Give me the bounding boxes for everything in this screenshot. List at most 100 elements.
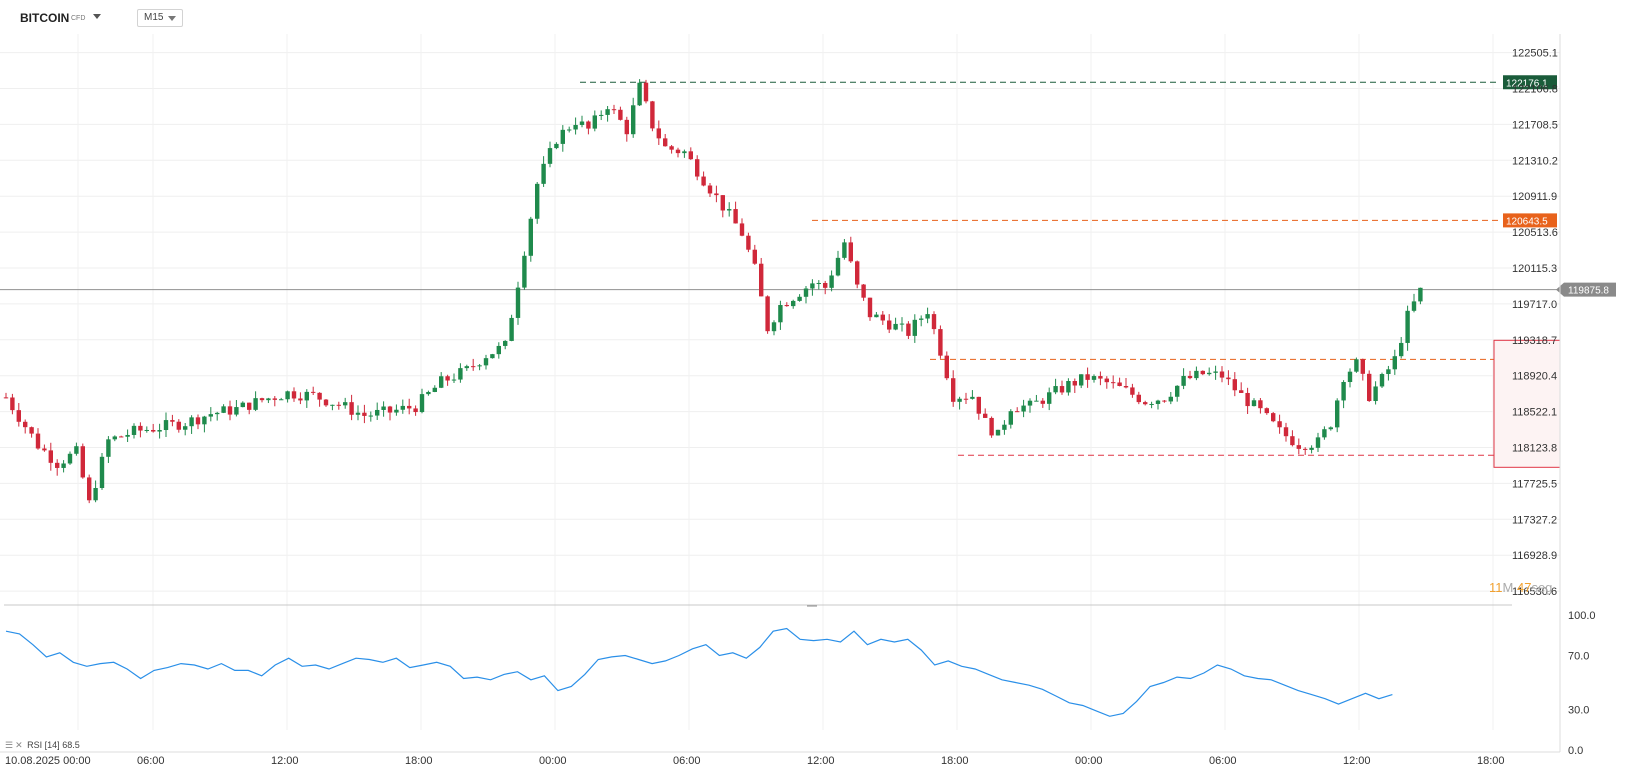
candle-body (701, 176, 706, 186)
candle-body (1232, 379, 1237, 391)
candle-body (445, 376, 450, 381)
candle-body (727, 209, 732, 211)
candle-body (61, 463, 66, 468)
candle-body (528, 218, 533, 256)
candle-body (1226, 377, 1231, 380)
candle-body (503, 340, 508, 346)
time-tick-label: 18:00 (405, 755, 433, 767)
candle-body (695, 159, 700, 177)
candle-body (458, 368, 463, 380)
candle-body (1117, 382, 1122, 386)
level-label: 120643.5 (1506, 216, 1548, 227)
candle-body (579, 121, 585, 125)
candle-body (240, 402, 245, 408)
price-tick-label: 121310.2 (1512, 155, 1558, 167)
candle-body (323, 399, 329, 406)
candle-body (16, 410, 21, 422)
time-tick-label: 06:00 (137, 755, 165, 767)
candle-body (1200, 370, 1205, 375)
rsi-name: RSI (27, 740, 43, 750)
current-price-label: 119875.8 (1568, 286, 1609, 297)
candle-body (317, 392, 322, 400)
candle-body (23, 421, 28, 428)
candle-body (803, 288, 809, 297)
candle-body (144, 429, 149, 431)
chevron-down-icon (168, 16, 176, 21)
candle-body (451, 379, 457, 381)
candle-body (611, 109, 617, 111)
candle-body (791, 300, 796, 307)
candle-body (995, 429, 1001, 436)
candle-body (1175, 385, 1180, 397)
time-tick-label: 10.08.2025 00:00 (5, 755, 91, 767)
candle-body (765, 296, 770, 332)
price-tick-label: 118522.1 (1512, 407, 1557, 419)
time-tick-label: 06:00 (673, 755, 701, 767)
candle-body (151, 429, 156, 432)
candle-body (1367, 373, 1372, 402)
candle-body (1072, 381, 1077, 386)
timeframe-select[interactable]: M15 (137, 9, 183, 27)
candle-body (10, 397, 15, 411)
candle-body (1347, 371, 1353, 383)
candle-body (637, 82, 642, 106)
candle-body (349, 402, 354, 415)
candle-body (592, 115, 597, 129)
candle-body (739, 223, 745, 236)
candle-body (99, 456, 105, 488)
candle-body (119, 436, 124, 438)
candle-body (970, 396, 975, 399)
candle-body (784, 305, 789, 307)
time-tick-label: 12:00 (271, 755, 299, 767)
candle-body (797, 296, 802, 301)
candle-body (835, 257, 841, 276)
candle-body (733, 209, 738, 224)
candle-body (1245, 392, 1250, 407)
candle-body (599, 114, 604, 116)
candle-body (624, 119, 629, 135)
candle-body (867, 297, 873, 318)
range-box (1493, 339, 1561, 468)
candle-body (1277, 421, 1282, 428)
candle-body (55, 462, 60, 468)
candle-body (541, 163, 546, 184)
candle-body (432, 387, 437, 392)
candle-body (336, 404, 341, 406)
candle-body (35, 433, 41, 449)
candle-body (375, 409, 380, 416)
candle-body (547, 148, 553, 164)
candle-body (893, 323, 898, 330)
candle-body (1207, 372, 1212, 375)
symbol-dropdown-icon[interactable] (93, 14, 101, 19)
symbol-name[interactable]: BITCOIN (20, 11, 70, 25)
candle-body (1021, 405, 1026, 412)
candle-body (221, 406, 226, 413)
candle-body (407, 405, 412, 409)
candle-body (1002, 424, 1007, 430)
rsi-tick-label: 0.0 (1568, 745, 1583, 757)
candle-body (426, 391, 431, 395)
time-tick-label: 00:00 (539, 755, 567, 767)
grid-lines (0, 34, 1560, 730)
price-tick-label: 122106.8 (1512, 84, 1558, 96)
candle-body (304, 391, 309, 401)
menu-icon[interactable]: ☰ (5, 740, 14, 750)
candle-body (1251, 400, 1257, 407)
candle-body (714, 193, 719, 196)
candle-body (483, 358, 489, 366)
candle-body (560, 129, 565, 144)
candle-body (1315, 437, 1321, 448)
candle-body (759, 263, 764, 297)
candle-body (1296, 445, 1301, 449)
candle-body (976, 396, 981, 414)
candle-body (522, 255, 527, 288)
candle-body (951, 378, 956, 402)
candle-body (1034, 400, 1039, 402)
rsi-line (5, 627, 1393, 717)
close-icon[interactable]: ✕ (15, 740, 23, 750)
candle-body (816, 282, 821, 284)
candle-body (1008, 411, 1013, 425)
candle-body (567, 129, 572, 131)
candle-body (925, 314, 930, 319)
